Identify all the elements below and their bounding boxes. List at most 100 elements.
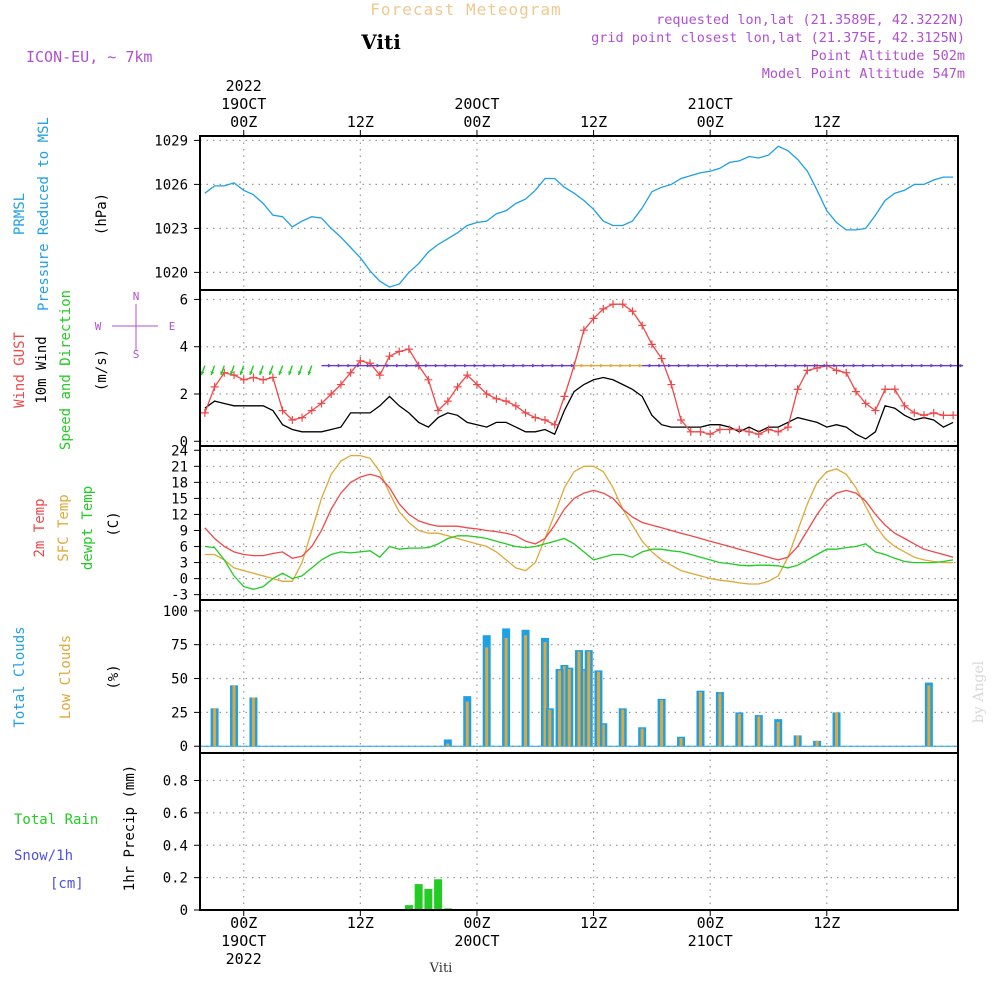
gust-marker [745,427,754,436]
pressure-label-2: Pressure Reduced to MSL [36,117,52,311]
wind-arrow-head [629,363,633,368]
gust-marker [404,345,413,354]
gust-marker [783,423,792,432]
top-tick-label: 00Z [230,113,257,131]
gust-marker [803,366,812,375]
gust-marker [618,300,627,309]
wind-arrow-head [541,363,546,368]
gust-marker [531,413,540,422]
gust-marker [832,366,841,375]
gust-marker [346,368,355,377]
wind-arrow-head [561,363,565,368]
gust-marker [249,373,258,382]
wind-arrow-head [405,363,410,368]
gust-marker [298,413,307,422]
wind-arrow-head [483,363,487,368]
precip-unit-label: 1hr Precip (mm) [122,765,138,891]
gust-marker [307,406,316,415]
gust-marker [511,401,520,410]
wind-ylabel: Wind GUST 10m Wind Speed and Direction (… [12,290,175,450]
temp-unit: (C) [106,511,122,536]
low-cloud-bar [582,670,586,747]
gust-marker [230,371,239,380]
panel-wind: 0 2 4 6 [180,290,964,450]
snow-legend: Snow/1h [14,848,73,864]
gust-marker [482,390,491,398]
compass-south: S [133,348,140,361]
low-cloud-bar [251,697,255,747]
wind-arrow-head [570,363,575,368]
bottom-tick-label: 00Z [463,914,490,932]
gust-marker [949,411,958,420]
wind-arrow-head [872,363,876,368]
gust-marker [793,385,802,394]
wind-arrow-head [843,363,847,368]
gust-marker [715,425,724,434]
pressure-label-1: PRMSL [12,193,28,235]
low-cloud-bar [558,670,562,747]
wind-arrow-head [638,363,643,368]
gust-marker [842,368,851,377]
gust-marker [725,425,734,434]
ytick-label: 100 [163,604,188,620]
ytick-label: 1029 [154,133,188,149]
low-cloud-bar [815,740,819,747]
wind-arrow-head [677,363,682,368]
ytick-label: 4 [180,340,188,356]
gust-label: Wind GUST [12,332,28,408]
panel-clouds: 0 25 50 75 100 [163,600,958,755]
gust-marker [375,371,384,380]
gust-marker [502,397,511,406]
gust-marker [550,420,559,429]
gust-marker [327,390,336,398]
gust-marker [851,387,860,396]
wind-arrow-head [395,363,400,368]
top-tick-label: 00Z [697,113,724,131]
location-title: Viti [360,30,401,54]
low-cloud-bar [621,709,625,747]
wind-arrow-head [210,371,215,376]
top-tick-label: 19OCT [221,95,266,113]
low-cloud-bar [548,709,552,747]
sfc-label: SFC Temp [56,494,72,561]
wind-arrow-head [949,363,954,368]
gust-marker [589,314,598,323]
panels: 10201023102610290246-3036912151821240255… [154,133,964,919]
wind-arrow-head [239,371,244,376]
wind-arrow-head [580,363,585,368]
low-cloud-bar [562,666,566,747]
gust-marker [686,427,695,436]
wind-arrow-head [745,363,750,368]
low-cloud-bar [776,721,780,747]
wind-arrow-head [609,363,614,368]
precip-ylabel: 1hr Precip (mm) Total Rain Snow/1h [cm] [14,765,138,892]
gust-marker [677,416,686,424]
wind-arrow-head [268,371,273,376]
gust-marker [929,408,938,417]
low-cloud-bar [577,651,581,747]
wind-arrow-head [687,363,692,368]
gust-marker [395,347,404,356]
gust-marker [667,380,676,389]
ytick-label: -3 [171,588,188,604]
ytick-label: 6 [180,292,188,308]
wind-arrow-head [337,363,342,368]
gust-marker [900,401,909,410]
top-tick-label: 12Z [347,113,374,131]
wind-arrow-head [726,363,730,368]
gust-marker [910,408,919,417]
wind-arrow-head [551,363,555,368]
gust-marker [754,430,763,439]
ytick-label: 18 [171,475,188,491]
watermark: by Angel [971,660,987,723]
gust-marker [278,406,287,415]
gust-marker [774,427,783,436]
wind-arrow-head [327,363,332,368]
top-tick-label: 00Z [463,113,490,131]
gust-marker [599,304,608,313]
rain-bar [414,884,423,910]
t2m-line [204,473,954,561]
